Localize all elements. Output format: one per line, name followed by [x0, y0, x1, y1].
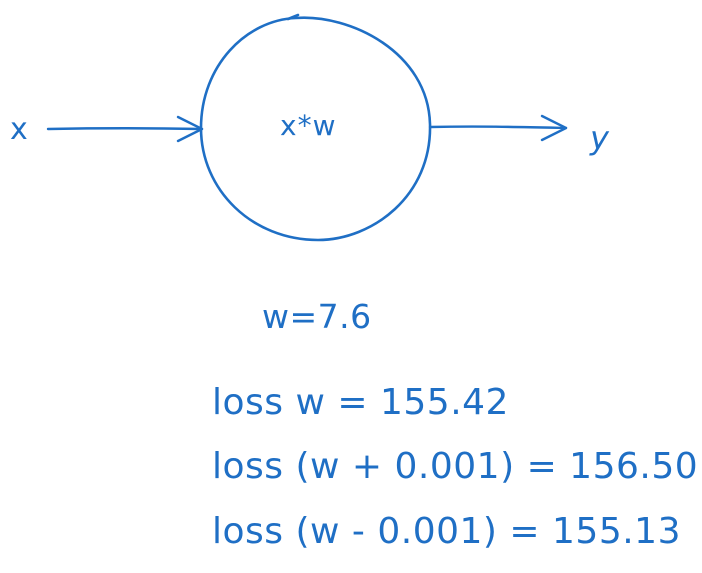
input-label: x: [10, 112, 29, 147]
loss-line: loss (w + 0.001) = 156.50: [212, 446, 699, 487]
loss-line: loss w = 155.42: [212, 382, 509, 423]
output-label: y: [590, 119, 610, 157]
weight-note: w=7.6: [262, 297, 372, 336]
input-arrow: [46, 115, 204, 143]
loss-line: loss (w - 0.001) = 155.13: [212, 511, 681, 552]
output-arrow: [428, 114, 568, 142]
node-circle: [199, 13, 432, 242]
node-label: x*w: [280, 109, 337, 142]
